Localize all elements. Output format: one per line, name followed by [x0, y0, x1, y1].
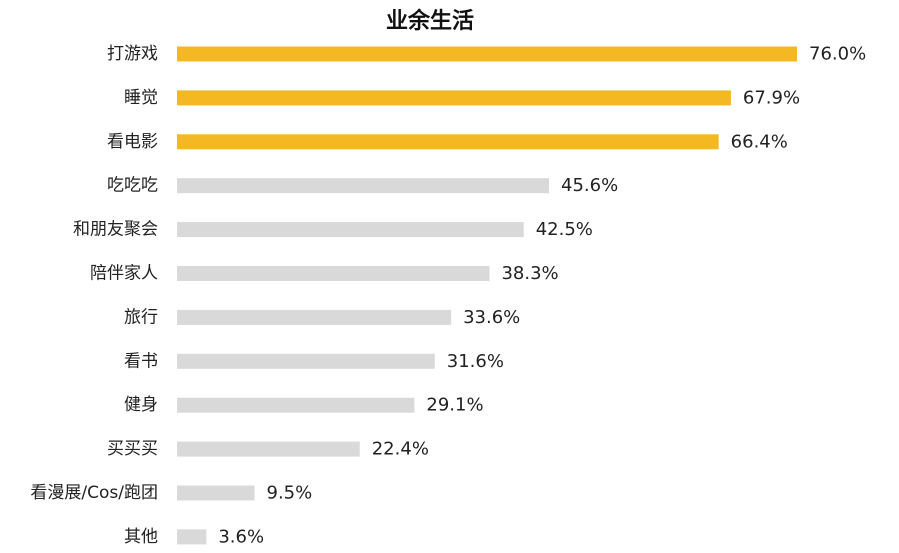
category-label: 和朋友聚会	[73, 220, 158, 240]
bar	[177, 90, 731, 106]
category-label: 旅行	[124, 307, 158, 327]
bar	[177, 441, 360, 457]
chart-title: 业余生活	[386, 8, 474, 34]
bar	[177, 397, 415, 413]
bar	[177, 134, 719, 150]
bars-group: 打游戏 76.0% 睡觉 67.9% 看电影 66.4% 吃吃吃 45.6% 和朋友聚会 42.5…	[30, 44, 866, 548]
bar	[177, 353, 435, 369]
category-label: 睡觉	[124, 88, 158, 108]
value-label: 33.6%	[463, 307, 520, 328]
value-label: 76.0%	[809, 44, 866, 65]
bar	[177, 485, 255, 501]
value-label: 3.6%	[218, 526, 264, 547]
value-label: 29.1%	[426, 395, 483, 416]
value-label: 67.9%	[743, 87, 800, 108]
value-label: 22.4%	[372, 439, 429, 460]
category-label: 买买买	[107, 439, 158, 459]
value-label: 38.3%	[501, 263, 558, 284]
category-label: 看电影	[107, 132, 158, 152]
category-label: 打游戏	[107, 44, 158, 64]
value-label: 9.5%	[267, 483, 313, 504]
category-label: 健身	[124, 395, 158, 415]
bar	[177, 529, 207, 545]
category-label: 其他	[124, 527, 158, 547]
value-label: 42.5%	[536, 219, 593, 240]
category-label: 看书	[124, 351, 158, 371]
bar	[177, 222, 524, 238]
category-label: 吃吃吃	[107, 176, 158, 196]
bar	[177, 309, 452, 325]
category-label: 陪伴家人	[90, 264, 158, 284]
bar	[177, 178, 549, 194]
bar	[177, 266, 490, 281]
value-label: 45.6%	[561, 175, 618, 196]
category-label: 看漫展/Cos/跑团	[30, 483, 158, 503]
value-label: 66.4%	[731, 131, 788, 152]
value-label: 31.6%	[447, 351, 504, 372]
bar	[177, 46, 797, 62]
